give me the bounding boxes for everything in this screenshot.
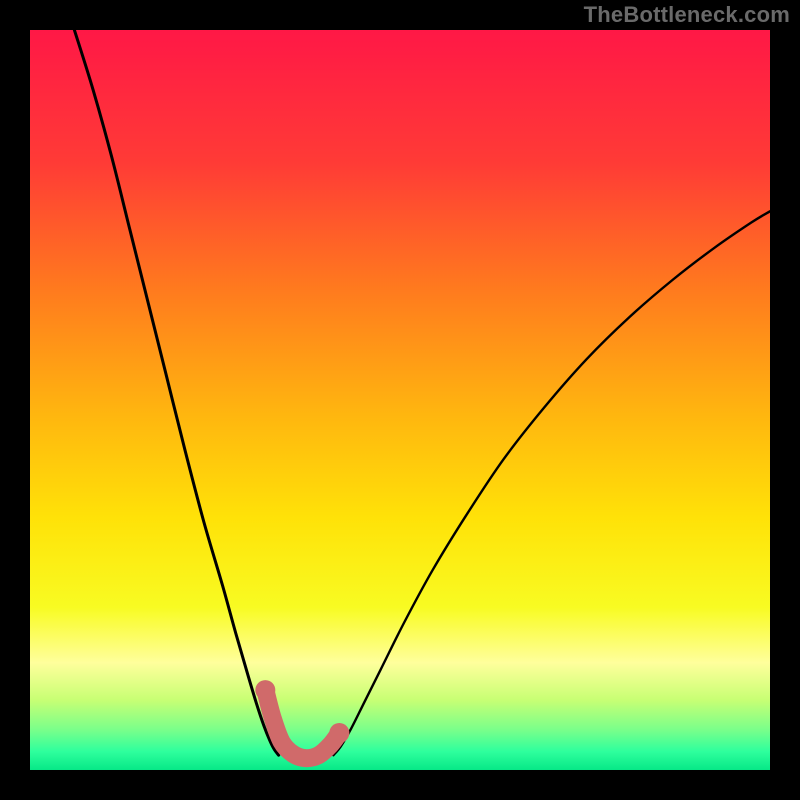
- chart-svg: [30, 30, 770, 770]
- watermark: TheBottleneck.com: [584, 2, 790, 28]
- plot-area: [30, 30, 770, 770]
- chart-background: [30, 30, 770, 770]
